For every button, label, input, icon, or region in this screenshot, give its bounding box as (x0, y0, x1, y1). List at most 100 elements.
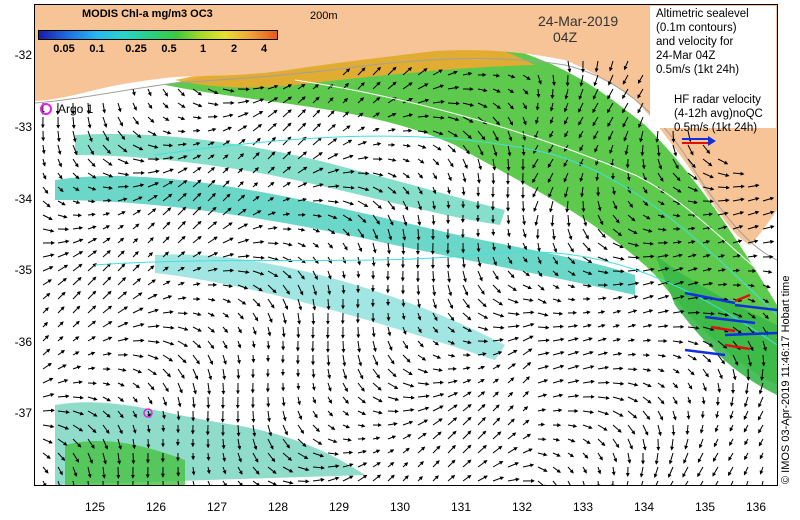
velocity-arrow (192, 267, 202, 272)
velocity-arrow (192, 115, 202, 120)
velocity-arrow (687, 340, 699, 346)
velocity-arrow (702, 382, 707, 392)
velocity-arrow (597, 296, 607, 301)
velocity-arrow (732, 268, 741, 273)
velocity-arrow (207, 297, 216, 302)
velocity-arrow (357, 214, 367, 223)
velocity-arrow (672, 280, 685, 286)
velocity-arrow (57, 214, 68, 219)
velocity-arrow (342, 396, 349, 404)
velocity-arrow (267, 466, 277, 474)
velocity-arrow (207, 102, 219, 107)
velocity-arrow (672, 396, 678, 405)
velocity-arrow (207, 88, 219, 94)
velocity-arrow (685, 424, 690, 435)
velocity-arrow (72, 276, 82, 286)
velocity-arrow (462, 298, 470, 309)
velocity-arrow (222, 452, 227, 462)
velocity-arrow (552, 242, 558, 253)
velocity-arrow (42, 408, 55, 413)
velocity-arrow (447, 392, 459, 398)
velocity-arrow (552, 284, 560, 289)
velocity-arrow (567, 423, 578, 428)
velocity-arrow (372, 96, 381, 104)
velocity-arrow (42, 172, 47, 180)
velocity-arrow (192, 192, 202, 202)
velocity-arrow (714, 424, 719, 433)
velocity-arrow (387, 214, 394, 226)
velocity-arrow (402, 462, 409, 468)
velocity-arrow (534, 130, 539, 140)
velocity-arrow (417, 475, 423, 482)
velocity-arrow (402, 67, 413, 76)
velocity-arrow (462, 158, 468, 170)
colorbar-label: 0.05 (53, 43, 75, 55)
velocity-arrow (747, 283, 755, 288)
velocity-arrow (357, 449, 367, 454)
velocity-arrow (552, 379, 564, 384)
velocity-arrow (372, 214, 380, 225)
velocity-arrow (297, 96, 306, 104)
velocity-arrow (567, 466, 574, 474)
velocity-arrow (717, 254, 726, 259)
velocity-arrow (417, 144, 427, 149)
velocity-arrow (567, 438, 576, 443)
velocity-arrow (102, 381, 111, 386)
velocity-arrow (431, 270, 436, 283)
velocity-arrow (267, 181, 275, 188)
velocity-arrow (747, 354, 752, 367)
velocity-arrow (267, 226, 278, 230)
velocity-arrow (177, 142, 187, 147)
velocity-arrow (492, 256, 497, 266)
velocity-arrow (431, 214, 436, 226)
velocity-arrow (207, 141, 215, 146)
velocity-arrow (564, 130, 569, 138)
velocity-arrow (462, 130, 472, 139)
velocity-arrow (612, 324, 620, 328)
velocity-arrow (759, 466, 764, 475)
velocity-arrow (236, 354, 241, 365)
velocity-arrow (132, 368, 143, 374)
velocity-arrow (762, 210, 775, 216)
velocity-arrow (327, 84, 334, 90)
velocity-arrow (627, 367, 638, 372)
velocity-arrow (372, 81, 381, 90)
velocity-arrow (758, 424, 764, 434)
velocity-arrow (578, 116, 584, 126)
hf-radar-vectors (684, 291, 777, 357)
velocity-arrow (102, 410, 111, 418)
velocity-arrow (42, 438, 53, 444)
velocity-arrow (582, 283, 592, 288)
velocity-arrow (522, 463, 535, 468)
velocity-arrow (222, 237, 234, 244)
chl-south-green (65, 440, 185, 485)
velocity-arrow (551, 74, 556, 86)
velocity-arrow (237, 340, 242, 349)
velocity-arrow (57, 410, 70, 415)
velocity-arrow (147, 265, 155, 272)
velocity-arrow (147, 182, 160, 188)
velocity-arrow (638, 116, 644, 129)
velocity-arrow (609, 144, 614, 155)
velocity-arrow (342, 185, 355, 190)
velocity-arrow (296, 382, 301, 391)
velocity-arrow (657, 267, 670, 272)
velocity-arrow (147, 88, 152, 97)
velocity-arrow (282, 312, 287, 325)
velocity-arrow (683, 452, 689, 464)
velocity-arrow (597, 395, 610, 400)
velocity-arrow (642, 186, 648, 194)
velocity-arrow (312, 198, 324, 203)
lat-tick: -36 (14, 335, 32, 349)
velocity-arrow (612, 424, 622, 433)
velocity-arrow (758, 382, 764, 395)
velocity-arrow (357, 256, 361, 266)
velocity-arrow (687, 310, 700, 315)
velocity-arrow (312, 109, 321, 118)
velocity-arrow (387, 81, 397, 90)
velocity-arrow (462, 403, 472, 412)
velocity-arrow (417, 186, 423, 195)
velocity-arrow (627, 309, 638, 314)
velocity-arrow (327, 396, 333, 404)
velocity-arrow (57, 336, 64, 342)
